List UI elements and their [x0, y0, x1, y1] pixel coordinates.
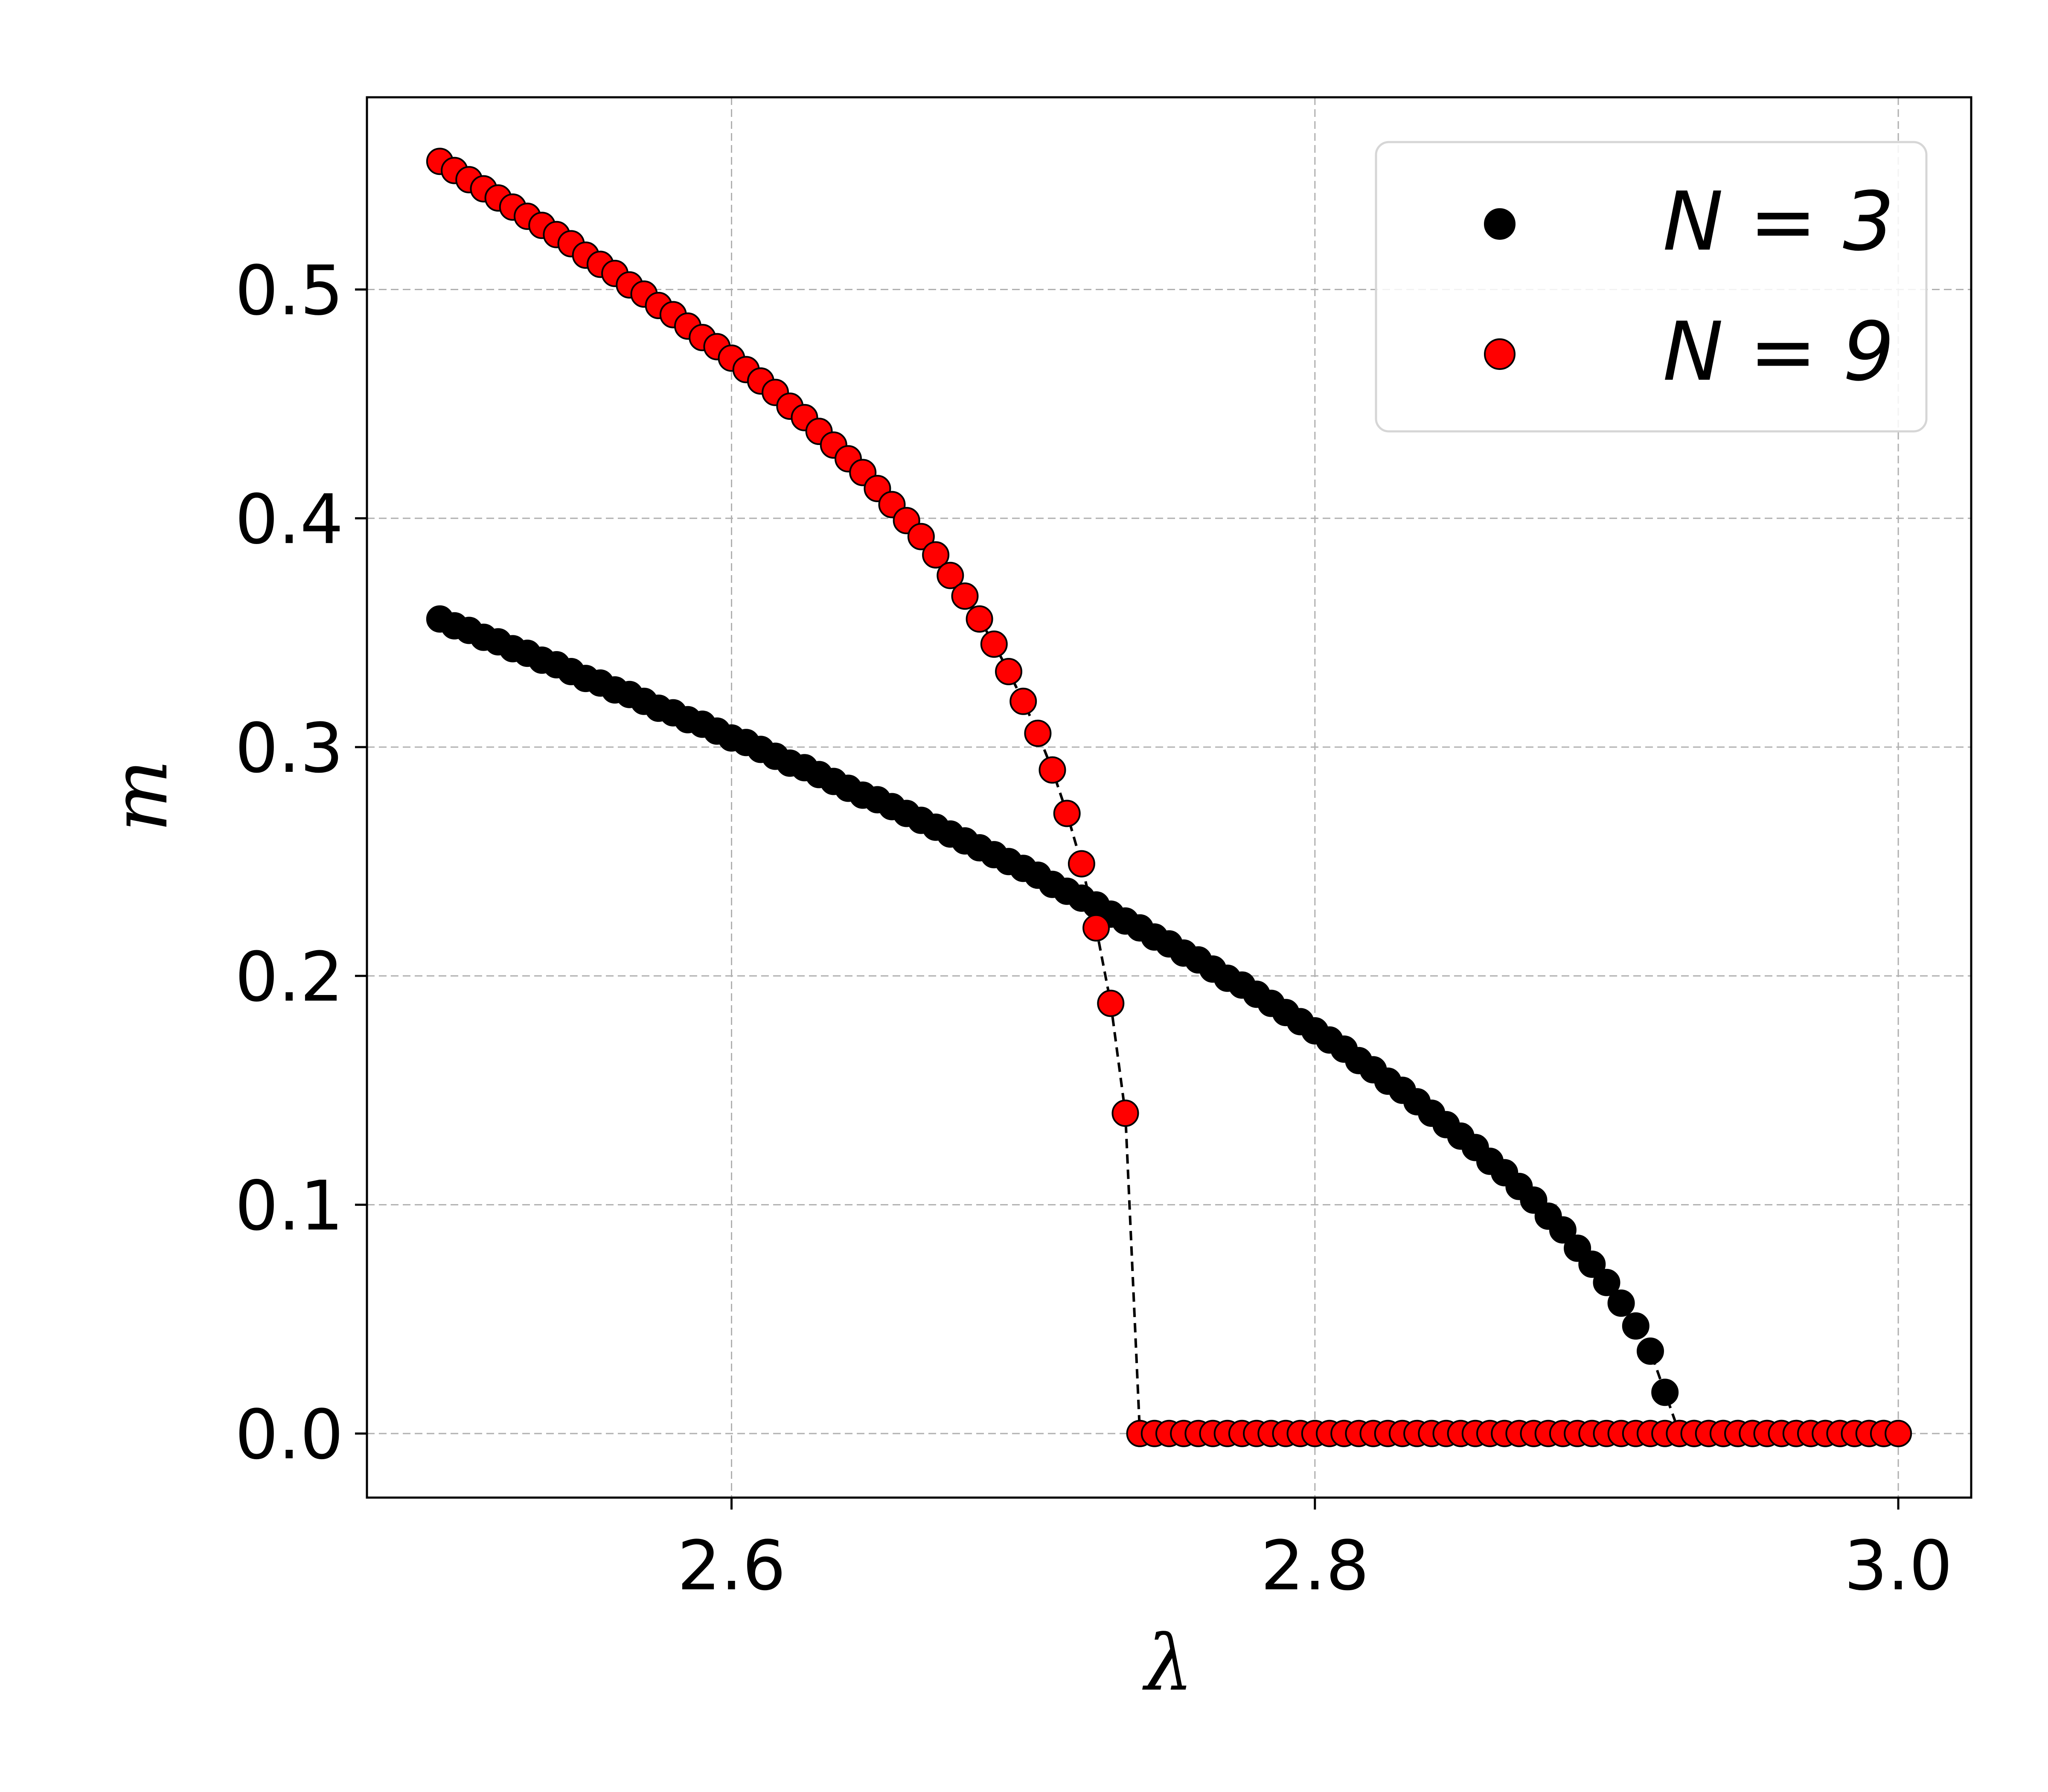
data-point-n9: [966, 605, 993, 633]
data-point-n3: [1622, 1312, 1649, 1340]
data-point-n9: [995, 658, 1022, 685]
y-tick-label: 0.0: [235, 1395, 343, 1475]
y-tick-label: 0.2: [235, 937, 343, 1017]
data-point-n9: [1097, 989, 1125, 1017]
y-tick-label: 0.1: [235, 1166, 343, 1246]
legend-label-n9: N = 9: [1663, 305, 1894, 399]
data-point-n9: [1009, 687, 1037, 715]
data-point-n9: [1053, 800, 1081, 827]
x-tick-label: 2.6: [677, 1526, 785, 1606]
y-tick-label: 0.3: [235, 708, 343, 788]
data-point-n9: [1068, 850, 1095, 878]
x-axis-ticks: 2.6 2.8 3.0: [677, 1498, 1952, 1606]
x-axis-label: λ: [1142, 1619, 1193, 1708]
legend-label-n3: N = 3: [1663, 175, 1894, 269]
data-point-n9: [1024, 719, 1052, 747]
data-point-n9: [937, 561, 964, 589]
data-point-n3: [1593, 1268, 1620, 1296]
data-point-n3: [1549, 1216, 1577, 1244]
series-markers: [426, 148, 1912, 1447]
data-point-n9: [980, 630, 1008, 658]
y-tick-label: 0.4: [235, 480, 343, 559]
plot-frame: [366, 96, 1972, 1499]
data-point-n9: [1111, 1100, 1139, 1127]
legend: N = 3 N = 9: [1375, 141, 1928, 433]
data-point-n9: [1082, 914, 1110, 942]
data-point-n3: [1651, 1379, 1679, 1406]
data-point-n3: [1607, 1289, 1635, 1317]
data-point-n9: [1885, 1420, 1912, 1447]
data-point-n3: [1578, 1251, 1606, 1278]
legend-marker-n9: [1484, 338, 1516, 370]
x-tick-label: 2.8: [1261, 1526, 1369, 1606]
y-axis-ticks: 0.0 0.1 0.2 0.3 0.4 0.5: [235, 250, 367, 1475]
data-point-n9: [922, 541, 950, 569]
data-point-n9: [907, 523, 935, 550]
y-tick-label: 0.5: [235, 250, 343, 330]
data-point-n9: [951, 582, 979, 610]
x-tick-label: 3.0: [1844, 1526, 1952, 1606]
legend-marker-n3: [1484, 208, 1516, 240]
y-axis-label: m: [96, 759, 185, 832]
data-point-n3: [1637, 1337, 1664, 1365]
data-point-n9: [1039, 756, 1066, 784]
